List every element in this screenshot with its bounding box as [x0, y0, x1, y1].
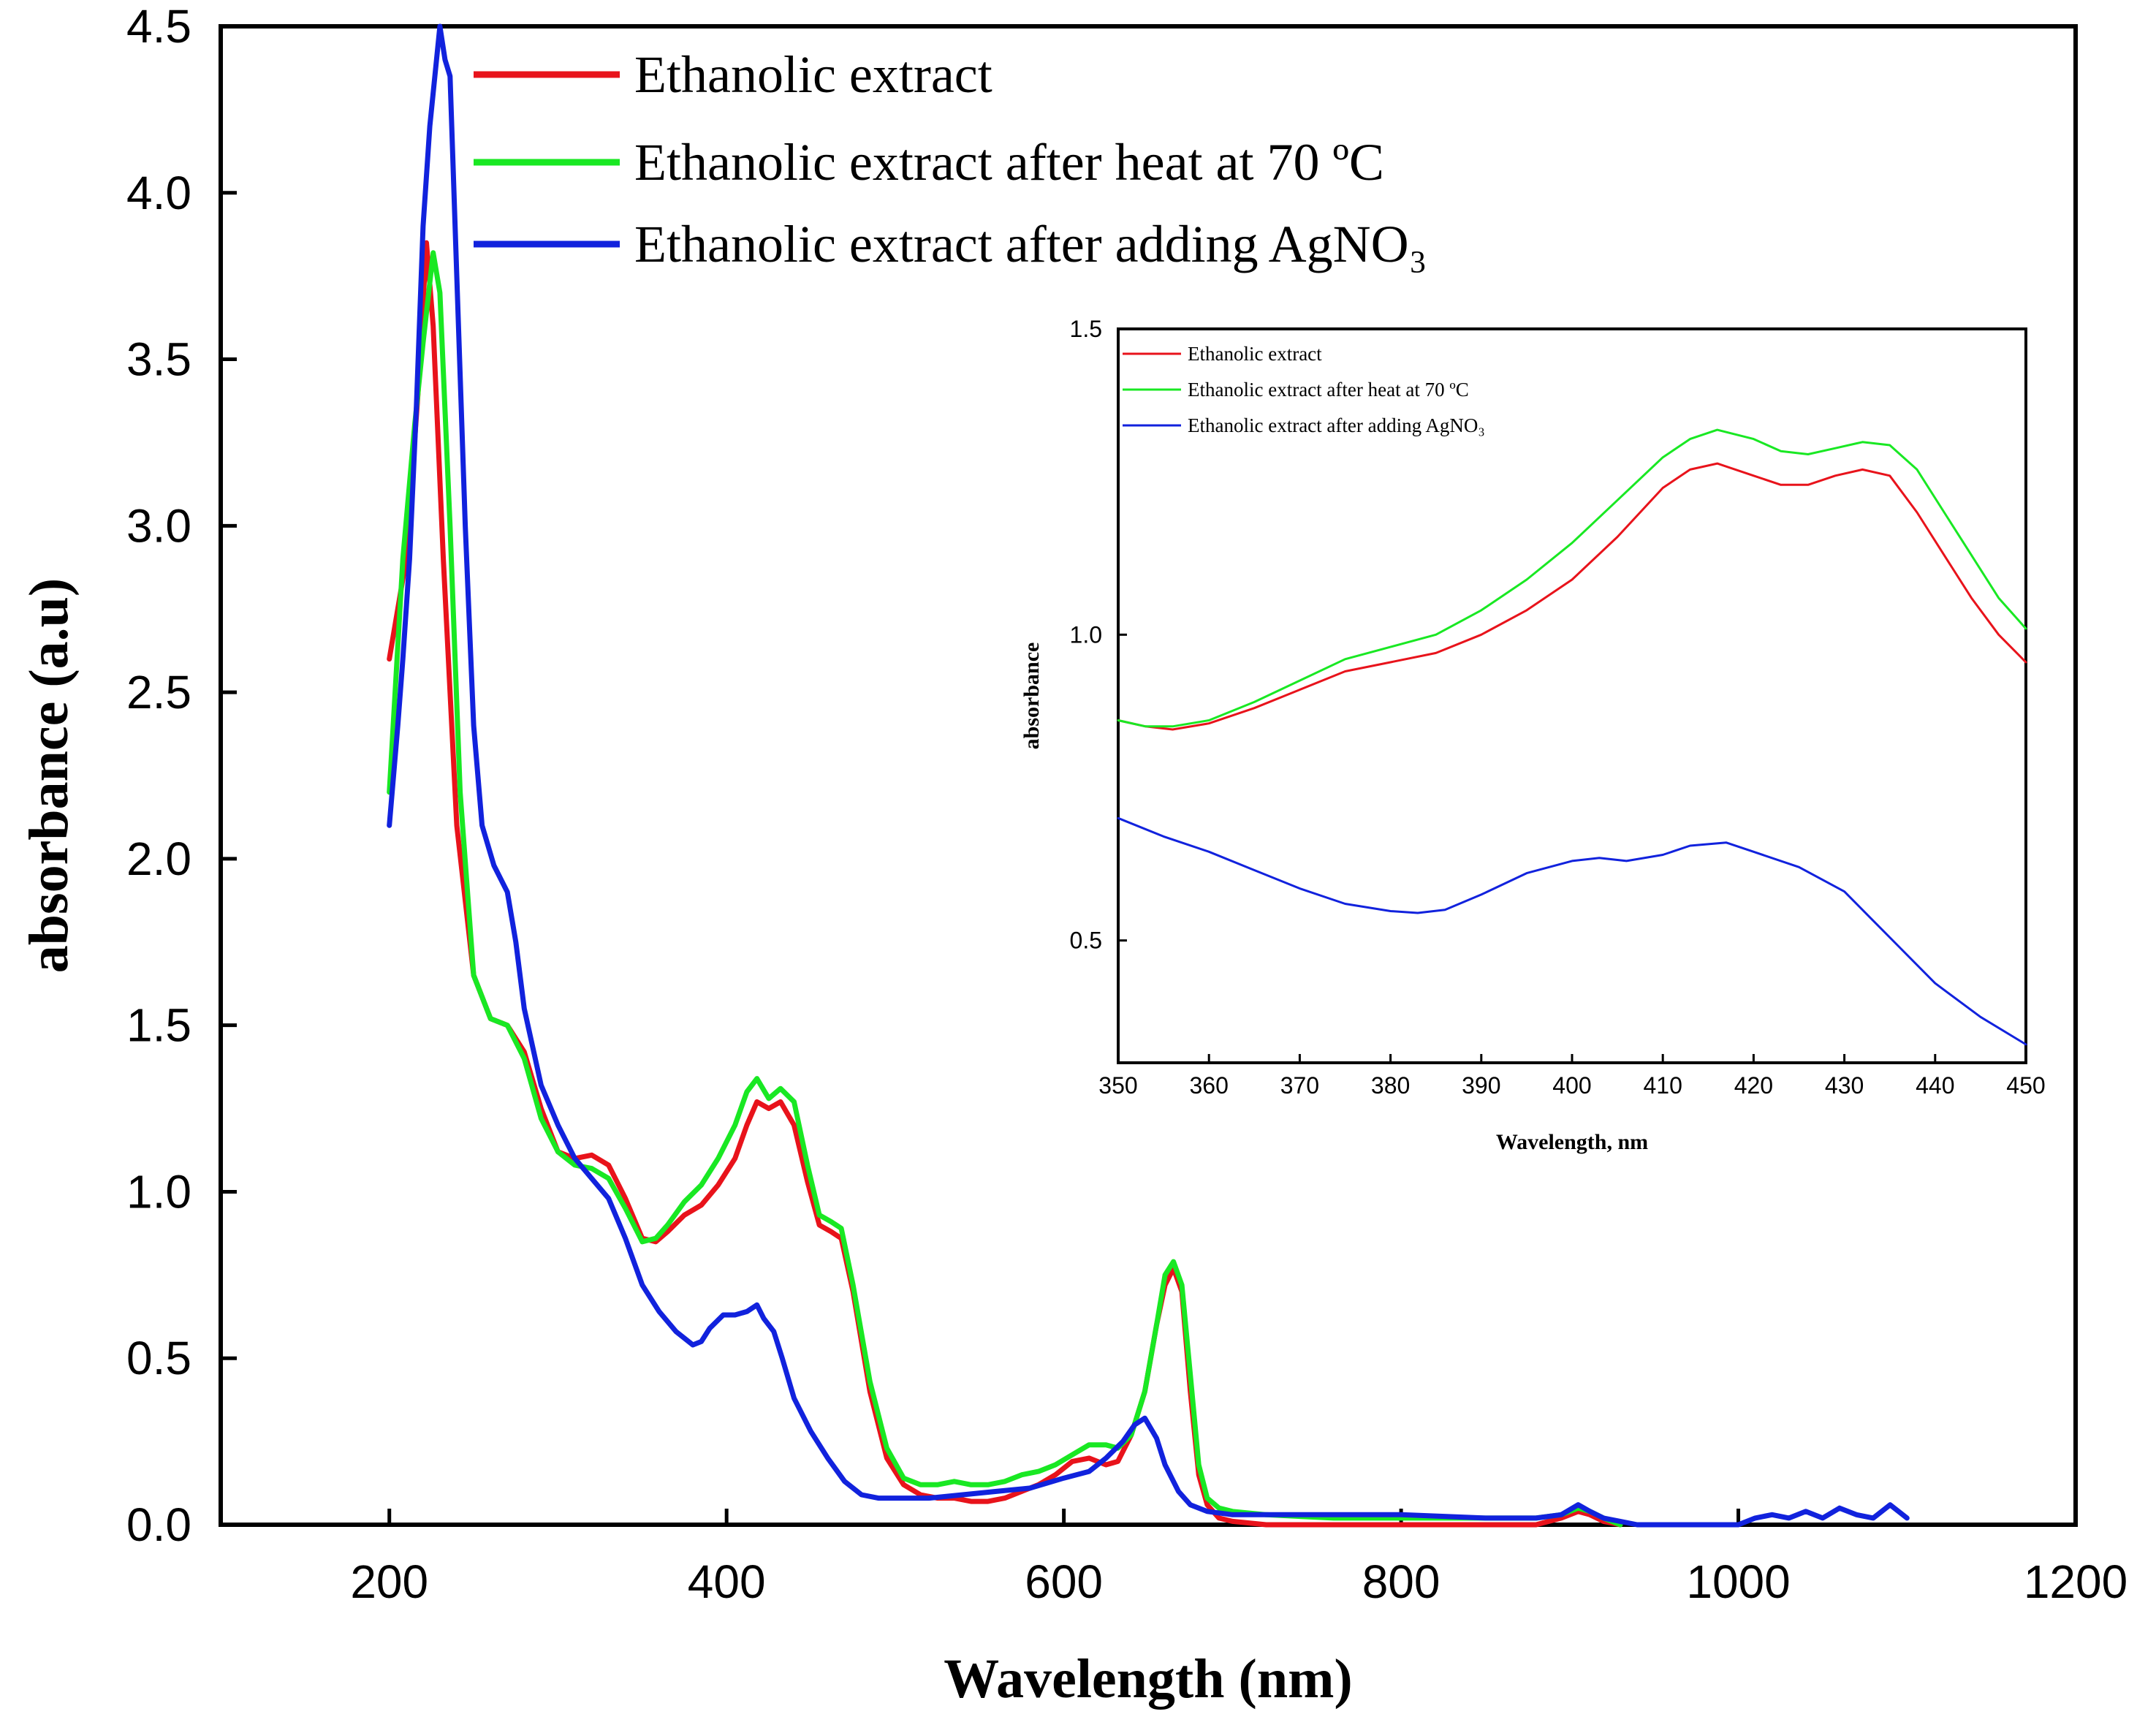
main-ytick-label: 0.5: [126, 1332, 191, 1384]
main-legend: Ethanolic extract Ethanolic extract afte…: [474, 45, 1427, 273]
main-ytick-label: 0.0: [126, 1498, 191, 1551]
inset-series-line-1: [1117, 428, 2027, 728]
main-ytick-label: 2.0: [126, 833, 191, 885]
inset-legend-label-ethanolic-extract: Ethanolic extract: [1188, 343, 1322, 365]
inset-legend-label-after-agno3: Ethanolic extract after adding AgNO₃: [1188, 414, 1485, 436]
main-series-line-1: [387, 250, 1623, 1528]
inset-xtick-label: 350: [1098, 1072, 1137, 1099]
inset-xtick-label: 360: [1190, 1072, 1229, 1099]
main-series-line-2: [387, 23, 1910, 1528]
main-xtick-label: 1000: [1686, 1555, 1790, 1608]
inset-chart: 350 360 370 380 390 400 410 420 430 440 450 0.5 1.0…: [1020, 316, 2046, 1154]
main-xtick-label: 1200: [2024, 1555, 2127, 1608]
main-ytick-label: 4.0: [126, 167, 191, 219]
inset-xtick-label: 380: [1371, 1072, 1410, 1099]
main-y-axis-title: absorbance (a.u): [18, 578, 80, 973]
main-ytick-label: 3.0: [126, 499, 191, 552]
inset-xtick-label: 440: [1916, 1072, 1954, 1099]
inset-series-line-0: [1117, 462, 2027, 731]
inset-xtick-label: 430: [1825, 1072, 1864, 1099]
legend-label-ethanolic-extract: Ethanolic extract: [634, 45, 992, 104]
main-xtick-label: 600: [1025, 1555, 1103, 1608]
inset-ytick-label: 0.5: [1070, 928, 1102, 954]
inset-legend-label-after-heat: Ethanolic extract after heat at 70 ºC: [1188, 379, 1469, 401]
main-xtick-label: 800: [1362, 1555, 1441, 1608]
inset-ytick-label: 1.5: [1070, 316, 1102, 342]
main-x-axis-title: Wavelength (nm): [944, 1648, 1352, 1710]
main-ytick-label: 2.5: [126, 666, 191, 719]
inset-plot-frame: [1117, 327, 2027, 1064]
main-xtick-label: 200: [350, 1555, 428, 1608]
main-ytick-label: 1.0: [126, 1165, 191, 1218]
inset-xtick-label: 370: [1280, 1072, 1319, 1099]
main-ytick-label: 3.5: [126, 333, 191, 386]
inset-xtick-label: 420: [1734, 1072, 1773, 1099]
main-xtick-label: 400: [688, 1555, 766, 1608]
main-x-axis-ticks: 200 400 600 800 1000 1200: [350, 1509, 2127, 1608]
inset-xtick-label: 400: [1552, 1072, 1591, 1099]
inset-x-axis-ticks: 350 360 370 380 390 400 410 420 430 440 450: [1098, 1054, 2046, 1099]
legend-label-after-heat: Ethanolic extract after heat at 70 ºC: [634, 133, 1384, 192]
inset-legend: Ethanolic extract Ethanolic extract afte…: [1123, 343, 1485, 436]
inset-xtick-label: 450: [2006, 1072, 2045, 1099]
inset-y-axis-ticks: 0.5 1.0 1.5: [1070, 316, 1127, 954]
inset-y-axis-title: absorbance: [1020, 642, 1044, 750]
inset-xtick-label: 410: [1644, 1072, 1682, 1099]
main-series-lines: [387, 23, 1910, 1528]
inset-x-axis-title: Wavelength, nm: [1496, 1130, 1648, 1154]
inset-series-lines: [1117, 428, 2027, 1046]
main-ytick-label: 1.5: [126, 999, 191, 1052]
inset-series-line-2: [1117, 816, 2027, 1046]
main-ytick-label: 4.5: [126, 0, 191, 53]
inset-ytick-label: 1.0: [1070, 621, 1102, 648]
legend-label-after-agno3: Ethanolic extract after adding AgNO₃: [634, 215, 1427, 273]
inset-xtick-label: 390: [1462, 1072, 1500, 1099]
main-y-axis-ticks: 0.0 0.5 1.0 1.5 2.0 2.5 3.0 3.5 4.0 4.5: [126, 0, 237, 1551]
